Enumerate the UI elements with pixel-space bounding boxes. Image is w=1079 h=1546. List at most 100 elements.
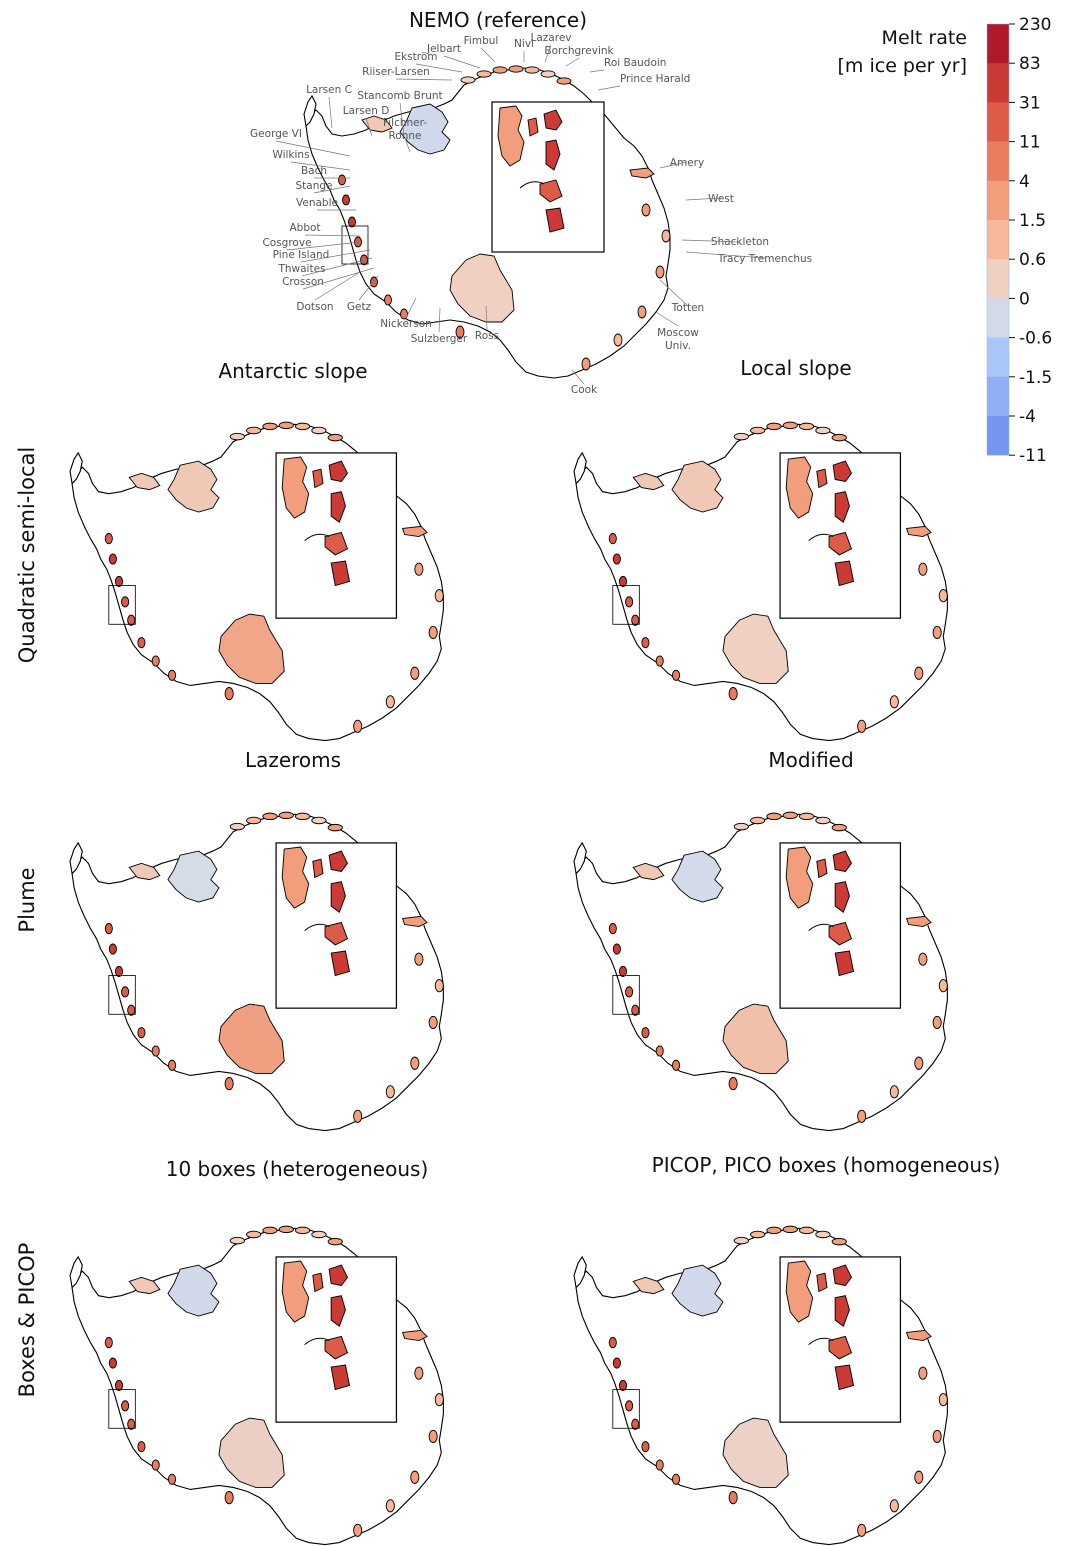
ice-shelf-label-line: Tracy Tremenchus (717, 253, 812, 265)
map-local-slope (573, 421, 948, 742)
label-leader-line (365, 117, 373, 137)
larsen-ice-shelf (128, 1276, 161, 1295)
east-antarctic-ice-shelf (428, 1429, 438, 1444)
dml-ice-shelf (460, 76, 476, 84)
dml-ice-shelf (782, 811, 798, 820)
west-antarctic-ice-shelf (121, 596, 130, 608)
abbot-ice-shelf (785, 1260, 814, 1323)
colorbar-tick-label: 31 (1019, 93, 1041, 113)
ice-shelf-label: Crosson (282, 276, 324, 288)
west-antarctic-ice-shelf (114, 965, 124, 977)
dml-ice-shelf (262, 422, 278, 431)
west-antarctic-ice-shelf (608, 1337, 617, 1349)
label-leader-line (415, 63, 463, 73)
label-leader-line (597, 85, 621, 91)
label-leader-line (589, 69, 605, 73)
colorbar: 230 83 31 11 4 1.5 0.6 0 -0.6 -1.5 -4 -11 (986, 15, 1052, 466)
abbot-ice-shelf (785, 846, 814, 909)
label-leader-line (659, 161, 688, 169)
ross-ice-shelf (218, 1003, 285, 1074)
label-leader-line (286, 241, 361, 251)
ice-shelf-label-line: Nickerson (380, 318, 432, 330)
dml-ice-shelf (492, 66, 508, 74)
dml-ice-shelf (815, 1230, 831, 1239)
dml-ice-shelf (556, 77, 572, 85)
getz-ice-shelf (330, 560, 351, 587)
inset-locator-box (108, 1389, 136, 1429)
east-antarctic-ice-shelf (914, 1470, 924, 1484)
dml-ice-shelf (295, 1226, 311, 1235)
inset-ice-shelves (785, 846, 855, 977)
ice-shelf-label: Abbot (289, 222, 320, 234)
label-leader-line (438, 307, 441, 333)
panel-title-modified: Modified (768, 748, 853, 772)
east-antarctic-ice-shelf (889, 1085, 899, 1099)
thwaites-ice-shelf (545, 139, 561, 171)
dotson-ice-shelf (324, 531, 349, 556)
dml-ice-shelf (262, 1226, 278, 1235)
label-leader-line (404, 137, 411, 153)
west-antarctic-ice-shelf (104, 533, 113, 545)
dml-ice-shelf (831, 823, 847, 832)
colorbar-tick-label: -11 (1019, 446, 1047, 466)
ice-shelf-label-line: Cook (571, 384, 598, 396)
ice-shelf-label-line: Venable (296, 197, 338, 209)
label-leader-line (290, 161, 351, 171)
east-antarctic-ice-shelf (414, 1366, 424, 1380)
ice-shelf-label: Sulzberger (411, 333, 468, 345)
east-antarctic-ice-shelf (728, 1491, 738, 1505)
dml-ice-shelf (278, 1225, 294, 1234)
west-antarctic-ice-shelf (127, 614, 136, 626)
dml-ice-shelf (831, 1237, 847, 1246)
colorbar-tick-label: 11 (1019, 133, 1041, 153)
west-antarctic-ice-shelf (137, 1027, 146, 1039)
east-antarctic-ice-shelf (353, 719, 363, 733)
dml-ice-shelf (327, 1237, 343, 1246)
pine-island-ice-shelf (543, 109, 563, 131)
dml-ice-shelf (799, 422, 815, 431)
colorbar-swatch-10 (987, 416, 1009, 456)
east-antarctic-ice-shelf (932, 1015, 942, 1030)
ice-shelf-label: Stange (296, 180, 333, 192)
thwaites-ice-shelf (330, 881, 346, 914)
west-antarctic-ice-shelf (114, 575, 124, 587)
inset-locator-box (612, 975, 640, 1015)
pine-island-ice-shelf (328, 1264, 349, 1286)
dml-ice-shelf (782, 1225, 798, 1234)
cosgrove-ice-shelf (816, 1272, 828, 1293)
pine-island-ice-shelf (832, 1264, 853, 1286)
dml-ice-shelf (799, 812, 815, 821)
label-leader-line (405, 297, 417, 319)
dml-ice-shelf (782, 421, 798, 430)
ice-shelf-label: Fimbul (464, 35, 499, 47)
ice-shelf-label: Filchner-Ronne (383, 117, 427, 142)
label-leader-line (301, 257, 373, 277)
west-antarctic-ice-shelf (104, 923, 113, 935)
west-antarctic-ice-shelf (641, 637, 650, 649)
west-antarctic-ice-shelf (168, 669, 177, 681)
filchner-ronne-ice-shelf (671, 460, 724, 513)
larsen-ice-shelf (632, 472, 665, 491)
ice-shelf-label: Cosgrove (262, 237, 311, 249)
map-nemo-reference (303, 65, 671, 379)
label-leader-line (313, 185, 351, 194)
label-leader-line (314, 271, 361, 301)
cosgrove-ice-shelf (816, 858, 828, 879)
west-antarctic-ice-shelf (121, 1400, 130, 1412)
ice-shelf-label-line: Wilkins (272, 149, 309, 161)
east-antarctic-ice-shelf (434, 589, 444, 603)
larsen-ice-shelf (632, 862, 665, 881)
ice-shelf-label: Amery (670, 157, 704, 169)
dml-ice-shelf (733, 432, 749, 441)
west-antarctic-ice-shelf (370, 276, 378, 288)
ice-shelf-label: Bach (301, 165, 327, 177)
dml-ice-shelf (246, 426, 262, 435)
label-leader-line (358, 275, 379, 301)
dml-ice-shelf (311, 816, 327, 825)
ice-shelf-label: Wilkins (272, 149, 309, 161)
colorbar-frame (986, 23, 1010, 456)
map-modified (573, 811, 948, 1132)
dotson-ice-shelf (324, 1335, 349, 1360)
